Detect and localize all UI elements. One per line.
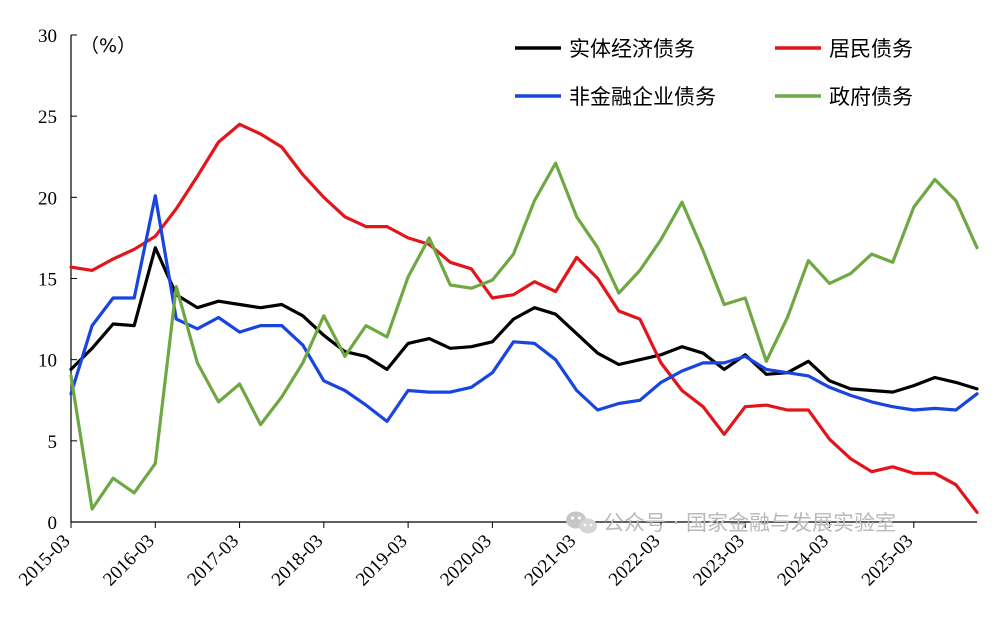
legend-label: 政府债务 <box>829 85 913 109</box>
x-tick-label: 2024-03 <box>773 531 833 591</box>
watermark-text: 公众号 · 国家金融与发展实验室 <box>603 511 896 535</box>
y-tick-label: 15 <box>38 270 57 291</box>
legend-label: 非金融企业债务 <box>569 85 716 109</box>
legend-label: 实体经济债务 <box>569 37 695 61</box>
axes: 0 5 10 15 20 25 30 2015-03 2016-03 2017-03 2018-03… <box>15 26 977 590</box>
y-tick-label: 30 <box>38 26 57 47</box>
watermark: 公众号 · 国家金融与发展实验室 <box>566 511 896 535</box>
x-tick-label: 2025-03 <box>858 531 918 591</box>
x-tick-label: 2020-03 <box>436 531 496 591</box>
x-tick-label: 2016-03 <box>99 531 159 591</box>
y-tick-label: 25 <box>38 107 57 128</box>
wechat-icon <box>566 511 597 534</box>
x-tick-label: 2019-03 <box>352 531 412 591</box>
x-tick-label: 2023-03 <box>689 531 749 591</box>
x-tick-label: 2017-03 <box>183 531 243 591</box>
series-layer <box>69 122 979 514</box>
series-line-3 <box>69 161 979 511</box>
series-line-1 <box>69 122 979 514</box>
series-line-2 <box>69 194 979 423</box>
series-line-0 <box>69 246 979 394</box>
x-tick-label: 2015-03 <box>15 531 75 591</box>
y-tick-label: 10 <box>38 351 57 372</box>
y-tick-label: 0 <box>48 513 58 534</box>
y-tick-label: 5 <box>48 432 58 453</box>
y-unit-label: （%） <box>80 35 136 57</box>
x-tick-label: 2021-03 <box>521 531 581 591</box>
legend-label: 居民债务 <box>829 37 913 61</box>
y-tick-label: 20 <box>38 188 57 209</box>
x-tick-label: 2018-03 <box>268 531 328 591</box>
x-tick-label: 2022-03 <box>605 531 665 591</box>
